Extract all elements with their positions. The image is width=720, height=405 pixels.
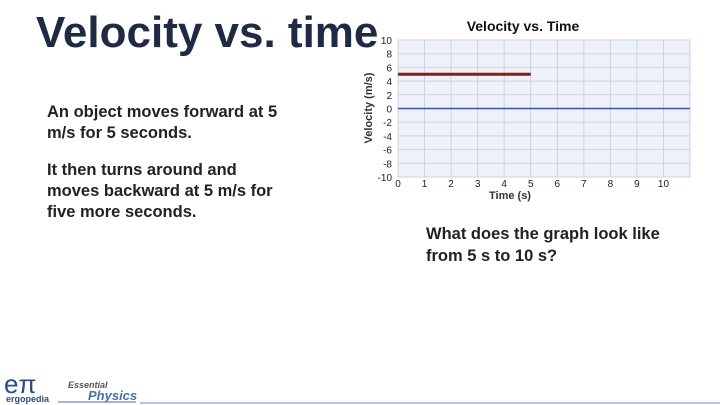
x-tick-label: 3: [475, 179, 481, 190]
y-tick-label: -4: [383, 132, 392, 143]
y-tick-label: 2: [386, 91, 392, 102]
slide-title: Velocity vs. time: [36, 8, 379, 57]
y-axis-label: Velocity (m/s): [363, 72, 375, 143]
y-tick-label: -8: [383, 159, 392, 170]
y-tick-label: 6: [386, 63, 392, 74]
y-tick-label: -6: [383, 146, 392, 157]
logo-series-bottom: Physics: [88, 388, 137, 403]
y-tick-label: -2: [383, 118, 392, 129]
y-tick-label: 0: [386, 105, 392, 116]
x-tick-label: 5: [528, 179, 534, 190]
logo-symbol: eπ: [4, 369, 36, 399]
x-tick-label: 2: [448, 179, 454, 190]
y-tick-label: -10: [378, 173, 393, 184]
x-tick-label: 9: [634, 179, 640, 190]
x-tick-label: 10: [658, 179, 670, 190]
logo-brand: ergopedia: [6, 394, 50, 404]
x-tick-label: 0: [395, 179, 401, 190]
x-tick-label: 6: [554, 179, 560, 190]
x-tick-label: 1: [422, 179, 428, 190]
y-tick-label: 4: [386, 77, 392, 88]
paragraph: An object moves forward at 5 m/s for 5 s…: [47, 103, 278, 142]
y-tick-label: 8: [386, 50, 392, 61]
chart-title: Velocity vs. Time: [467, 18, 580, 34]
x-tick-label: 8: [608, 179, 614, 190]
question: What does the graph look like from 5 s t…: [426, 225, 660, 265]
logo-series-top: Essential: [68, 380, 108, 390]
x-tick-label: 4: [501, 179, 507, 190]
y-tick-label: 10: [381, 36, 393, 47]
x-axis-label: Time (s): [489, 190, 531, 202]
x-tick-label: 7: [581, 179, 587, 190]
paragraph: It then turns around and moves backward …: [47, 161, 273, 221]
